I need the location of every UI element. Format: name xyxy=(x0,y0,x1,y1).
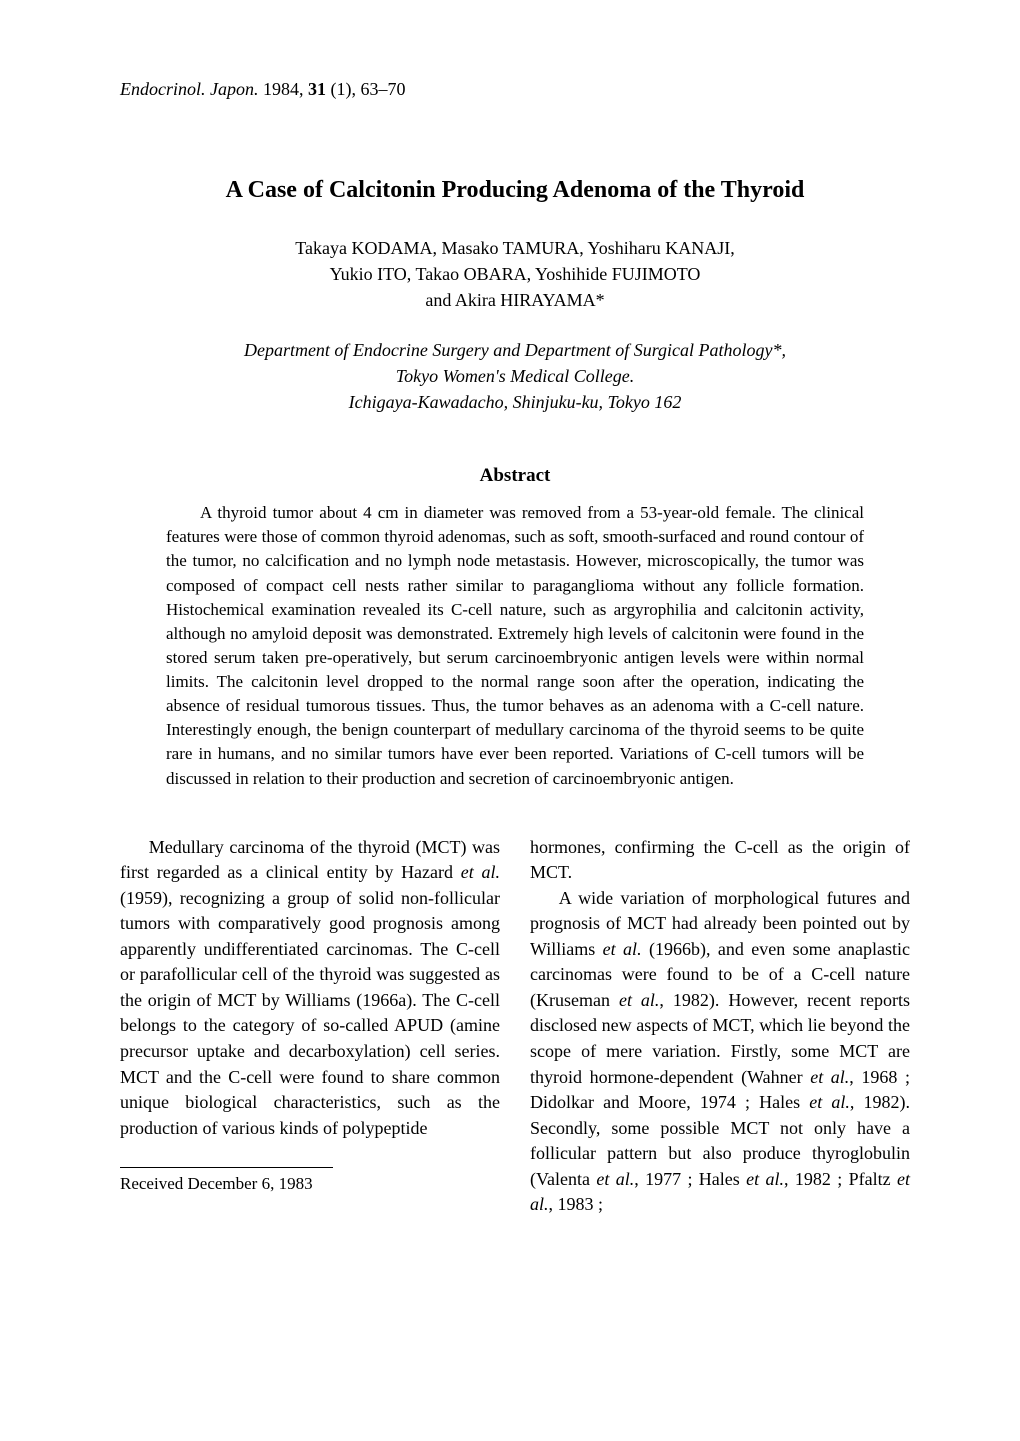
affiliation-line-3: Ichigaya-Kawadacho, Shinjuku-ku, Tokyo 1… xyxy=(120,389,910,415)
text-run: Medullary carcinoma of the thyroid (MCT)… xyxy=(120,837,500,883)
italic-citation: et al. xyxy=(810,1067,849,1087)
text-run: , 1977 ; Hales xyxy=(634,1169,746,1189)
text-run: , 1983 ; xyxy=(549,1194,604,1214)
received-date: Received December 6, 1983 xyxy=(120,1172,500,1196)
authors-line-2: Yukio ITO, Takao OBARA, Yoshihide FUJIMO… xyxy=(120,261,910,287)
authors-block: Takaya KODAMA, Masako TAMURA, Yoshiharu … xyxy=(120,235,910,313)
received-separator xyxy=(120,1167,333,1168)
text-run: hormones, confirming the C-cell as the o… xyxy=(530,837,910,883)
body-paragraph: A wide variation of morphological future… xyxy=(530,886,910,1218)
journal-name: Endocrinol. Japon. xyxy=(120,79,258,99)
italic-citation: et al. xyxy=(603,939,642,959)
journal-issue-pages: (1), 63–70 xyxy=(330,79,405,99)
journal-citation: Endocrinol. Japon. 1984, 31 (1), 63–70 xyxy=(120,78,910,101)
authors-line-3: and Akira HIRAYAMA* xyxy=(120,287,910,313)
italic-citation: et al. xyxy=(461,862,500,882)
body-paragraph: hormones, confirming the C-cell as the o… xyxy=(530,835,910,886)
affiliation-block: Department of Endocrine Surgery and Depa… xyxy=(120,337,910,415)
italic-citation: et al. xyxy=(809,1092,850,1112)
italic-citation: et al. xyxy=(746,1169,784,1189)
authors-line-1: Takaya KODAMA, Masako TAMURA, Yoshiharu … xyxy=(120,235,910,261)
body-columns: Medullary carcinoma of the thyroid (MCT)… xyxy=(120,835,910,1218)
journal-year: 1984, xyxy=(263,79,304,99)
affiliation-line-1: Department of Endocrine Surgery and Depa… xyxy=(120,337,910,363)
journal-volume: 31 xyxy=(308,79,326,99)
italic-citation: et al. xyxy=(596,1169,634,1189)
body-column-right: hormones, confirming the C-cell as the o… xyxy=(530,835,910,1218)
italic-citation: et al. xyxy=(619,990,659,1010)
text-run: , 1982 ; Pfaltz xyxy=(784,1169,897,1189)
paper-page: Endocrinol. Japon. 1984, 31 (1), 63–70 A… xyxy=(0,0,1020,1441)
text-run: (1959), recognizing a group of solid non… xyxy=(120,888,500,1138)
article-title: A Case of Calcitonin Producing Adenoma o… xyxy=(120,175,910,206)
body-column-left: Medullary carcinoma of the thyroid (MCT)… xyxy=(120,835,500,1218)
body-paragraph: Medullary carcinoma of the thyroid (MCT)… xyxy=(120,835,500,1142)
abstract-body: A thyroid tumor about 4 cm in diameter w… xyxy=(166,501,864,791)
abstract-heading: Abstract xyxy=(120,465,910,487)
affiliation-line-2: Tokyo Women's Medical College. xyxy=(120,363,910,389)
